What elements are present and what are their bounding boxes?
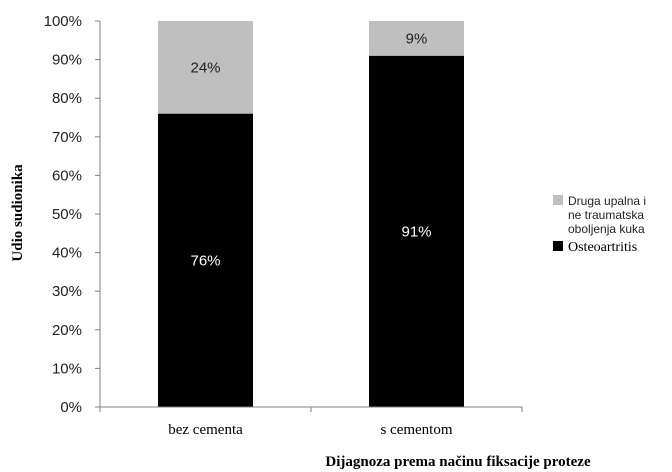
legend: Druga upalna i ne traumatska oboljenja kuk… — [553, 194, 646, 255]
bar-segment — [369, 55, 464, 408]
legend-swatch — [553, 195, 563, 205]
bar-segment — [158, 113, 253, 407]
y-tick-label: 0% — [60, 399, 82, 416]
x-axis-title: Dijagnoza prema načinu fiksacije proteze — [325, 454, 591, 470]
x-tick-label: s cementom — [380, 422, 452, 438]
bars-layer — [158, 21, 464, 408]
y-tick-label: 10% — [52, 360, 82, 377]
y-tick-label: 90% — [52, 52, 82, 69]
x-tick-label: bez cementa — [168, 422, 243, 438]
data-label: 76% — [190, 252, 220, 269]
y-tick-label: 80% — [52, 90, 82, 107]
data-label: 91% — [401, 223, 431, 240]
x-axis-ticks: bez cementa s cementom — [99, 407, 523, 438]
data-label: 9% — [406, 30, 428, 47]
legend-label: Druga upalna i ne traumatska oboljenja kuk… — [568, 194, 646, 236]
data-label: 24% — [190, 59, 220, 76]
y-tick-label: 30% — [52, 283, 82, 300]
y-tick-label: 100% — [44, 13, 82, 30]
y-axis-ticks: 0% 10% 20% 30% 40% 50% 60% 70% 80% 90% 100% — [44, 13, 100, 416]
data-labels: 76% 24% 91% 9% — [190, 30, 431, 269]
y-tick-label: 60% — [52, 167, 82, 184]
legend-swatch — [553, 241, 563, 251]
y-tick-label: 40% — [52, 245, 82, 262]
y-tick-label: 70% — [52, 129, 82, 146]
legend-label: Osteoartritis — [568, 240, 637, 255]
bar-segment — [369, 21, 464, 56]
y-tick-label: 50% — [52, 206, 82, 223]
y-axis-title: Udio sudionika — [10, 164, 26, 262]
bar-segment — [158, 21, 253, 114]
y-tick-label: 20% — [52, 322, 82, 339]
